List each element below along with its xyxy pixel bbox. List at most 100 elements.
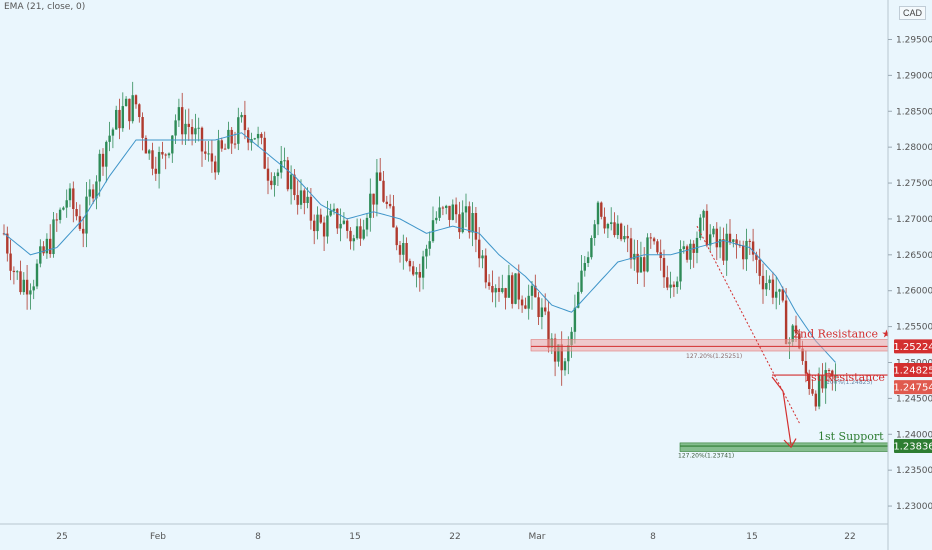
candle-body xyxy=(151,150,154,169)
price-tag xyxy=(894,439,932,454)
price-tag-label: 1.25224 xyxy=(893,342,932,353)
candles xyxy=(2,81,837,411)
candle-body xyxy=(270,180,273,186)
candle-body xyxy=(161,151,164,155)
candle-body xyxy=(586,257,590,263)
candle-body xyxy=(811,389,814,394)
candle-body xyxy=(339,223,342,229)
overlays: 127.20%(1.25251) 100%(1.24825) 127.20%(1.2… xyxy=(530,225,911,460)
candle-body xyxy=(626,236,629,239)
candle-body xyxy=(349,230,352,242)
candle-body xyxy=(474,212,478,240)
candle-body xyxy=(346,220,349,231)
candle-body xyxy=(19,271,22,293)
candle-body xyxy=(689,243,692,260)
candle-body xyxy=(293,174,296,196)
candle-body xyxy=(481,255,484,259)
candle-body xyxy=(435,217,438,221)
time-tick-label: 22 xyxy=(449,532,460,542)
candle-body xyxy=(484,255,487,283)
candle-body xyxy=(431,220,435,242)
candle-body xyxy=(402,243,405,255)
candle-body xyxy=(669,284,672,288)
candle-body xyxy=(359,226,362,239)
candle-body xyxy=(9,253,12,271)
candle-body xyxy=(118,109,121,129)
candle-body xyxy=(613,222,616,236)
candle-body xyxy=(313,220,316,232)
candle-body xyxy=(214,161,217,173)
candle-body xyxy=(448,205,451,220)
candle-body xyxy=(557,344,560,362)
candle-body xyxy=(32,286,35,291)
candle-body xyxy=(791,325,794,342)
candle-body xyxy=(583,262,586,271)
candle-body xyxy=(286,160,289,190)
candle-body xyxy=(590,238,593,258)
fib-label-3: 127.20%(1.23741) xyxy=(678,453,734,460)
candle-body xyxy=(263,137,266,169)
candle-body xyxy=(181,107,184,135)
candle-body xyxy=(682,246,685,250)
candle-body xyxy=(458,214,461,233)
candle-body xyxy=(527,295,530,309)
candle-body xyxy=(194,128,197,135)
candle-body xyxy=(319,214,322,223)
candle-body xyxy=(593,224,596,239)
candle-body xyxy=(336,208,339,229)
time-tick-label: 15 xyxy=(349,532,360,542)
candle-body xyxy=(197,127,200,129)
candle-body xyxy=(487,282,491,286)
candle-body xyxy=(144,137,148,154)
candle-body xyxy=(639,257,643,273)
candle-body xyxy=(514,273,517,304)
candle-body xyxy=(405,243,408,261)
candle-body xyxy=(715,228,718,248)
candle-body xyxy=(712,228,715,235)
price-tag xyxy=(894,339,932,354)
projection-arrow xyxy=(771,376,792,446)
candle-body xyxy=(309,196,313,221)
support-label: 1st Support ★★ xyxy=(818,430,907,443)
candle-body xyxy=(468,206,471,233)
candle-body xyxy=(441,207,445,209)
candle-body xyxy=(831,370,834,377)
candle-body xyxy=(679,249,682,282)
indicator-legend[interactable]: EMA (21, close, 0) xyxy=(4,2,86,12)
candle-body xyxy=(388,203,392,207)
candle-body xyxy=(342,220,346,224)
price-tag-label: 1.23836 xyxy=(893,442,932,453)
candle-body xyxy=(326,215,329,237)
candle-body xyxy=(148,150,151,154)
candle-body xyxy=(801,348,804,362)
candle-body xyxy=(501,288,504,292)
candle-body xyxy=(362,229,365,239)
time-axis[interactable]: 25 Feb 8 15 22 Mar 8 15 22 xyxy=(0,523,888,542)
candle-body xyxy=(280,160,283,173)
candle-body xyxy=(412,266,415,275)
candle-body xyxy=(438,207,441,218)
price-tick-label: 1.27500 xyxy=(896,179,932,189)
candle-body xyxy=(781,289,784,301)
candle-body xyxy=(544,307,547,312)
currency-badge[interactable]: CAD xyxy=(898,6,926,20)
candle-body xyxy=(204,151,207,154)
candle-body xyxy=(111,129,115,136)
candle-body xyxy=(88,189,91,197)
candle-body xyxy=(42,246,45,254)
candle-body xyxy=(306,196,309,204)
candle-body xyxy=(537,297,540,318)
candle-body xyxy=(171,135,174,154)
candle-body xyxy=(372,193,375,205)
price-axis[interactable]: 1.230001.235001.240001.245001.250001.255… xyxy=(887,0,932,550)
candle-body xyxy=(138,104,141,118)
candle-body xyxy=(705,210,709,246)
candle-body xyxy=(563,361,567,371)
candle-body xyxy=(722,239,725,261)
candle-body xyxy=(454,204,458,215)
candle-body xyxy=(385,201,388,204)
candle-body xyxy=(115,109,118,130)
candle-body xyxy=(289,174,293,190)
candle-body xyxy=(266,168,270,181)
